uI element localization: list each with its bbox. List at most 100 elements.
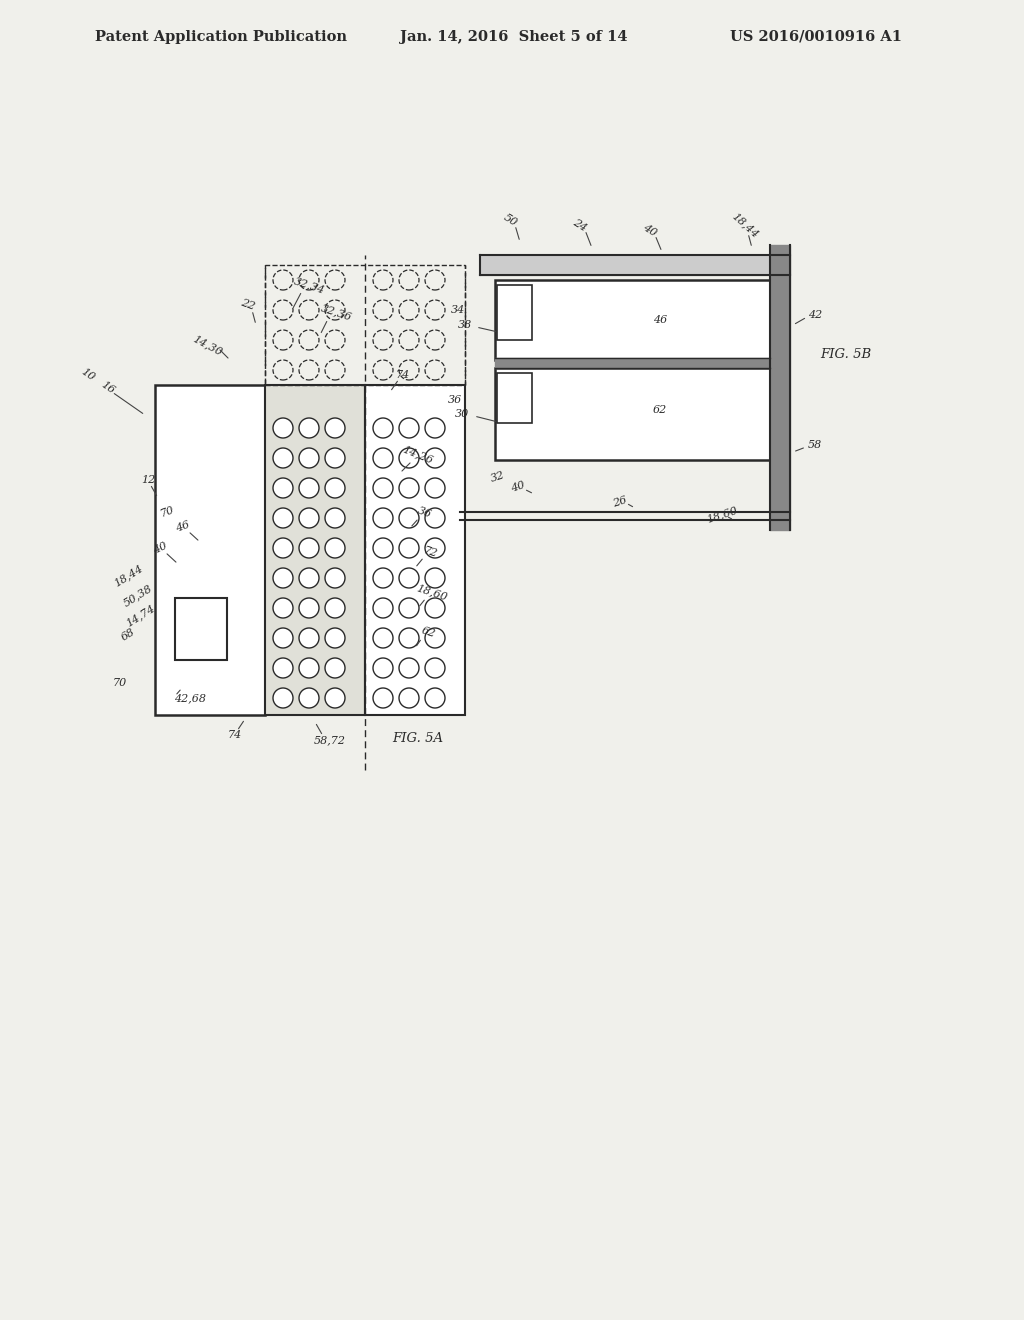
Circle shape — [425, 568, 445, 587]
Text: 58,72: 58,72 — [314, 735, 346, 744]
Circle shape — [299, 598, 319, 618]
Circle shape — [273, 418, 293, 438]
Circle shape — [299, 447, 319, 469]
Text: US 2016/0010916 A1: US 2016/0010916 A1 — [730, 30, 902, 44]
Circle shape — [425, 508, 445, 528]
Text: 50,38: 50,38 — [122, 582, 155, 607]
Circle shape — [373, 447, 393, 469]
Text: Patent Application Publication: Patent Application Publication — [95, 30, 347, 44]
Circle shape — [325, 478, 345, 498]
Text: 22: 22 — [240, 298, 256, 312]
Text: 40: 40 — [641, 222, 658, 238]
Circle shape — [325, 568, 345, 587]
Circle shape — [373, 628, 393, 648]
Text: 40: 40 — [510, 480, 526, 494]
Text: FIG. 5A: FIG. 5A — [392, 731, 443, 744]
Text: 32,34: 32,34 — [293, 276, 327, 294]
Circle shape — [299, 628, 319, 648]
Text: 38: 38 — [458, 319, 472, 330]
Circle shape — [273, 508, 293, 528]
Circle shape — [373, 418, 393, 438]
Text: 58: 58 — [808, 440, 822, 450]
Text: 62: 62 — [653, 405, 667, 414]
Text: 14,74: 14,74 — [124, 602, 157, 628]
Circle shape — [373, 478, 393, 498]
Circle shape — [399, 508, 419, 528]
Circle shape — [399, 447, 419, 469]
Bar — [497, 374, 532, 422]
Circle shape — [399, 539, 419, 558]
Circle shape — [273, 447, 293, 469]
Circle shape — [325, 418, 345, 438]
Text: 10: 10 — [79, 367, 96, 383]
Circle shape — [425, 418, 445, 438]
Circle shape — [325, 508, 345, 528]
Circle shape — [425, 478, 445, 498]
Circle shape — [373, 568, 393, 587]
Circle shape — [373, 688, 393, 708]
Text: 14,30: 14,30 — [191, 333, 224, 356]
Circle shape — [373, 539, 393, 558]
Text: 74: 74 — [228, 730, 242, 741]
Circle shape — [273, 688, 293, 708]
Circle shape — [299, 508, 319, 528]
Text: Jan. 14, 2016  Sheet 5 of 14: Jan. 14, 2016 Sheet 5 of 14 — [400, 30, 628, 44]
Circle shape — [325, 688, 345, 708]
Text: 70: 70 — [159, 504, 175, 519]
Circle shape — [273, 628, 293, 648]
Text: 26: 26 — [611, 495, 629, 510]
Bar — [265, 265, 465, 385]
Circle shape — [325, 598, 345, 618]
Text: 68: 68 — [120, 627, 136, 643]
Text: 12: 12 — [141, 475, 155, 484]
Circle shape — [425, 539, 445, 558]
Bar — [495, 368, 770, 459]
Circle shape — [425, 628, 445, 648]
Circle shape — [373, 598, 393, 618]
Circle shape — [399, 688, 419, 708]
Text: 72: 72 — [422, 545, 438, 558]
Circle shape — [399, 418, 419, 438]
Circle shape — [399, 478, 419, 498]
Text: 46: 46 — [175, 520, 191, 535]
Circle shape — [425, 657, 445, 678]
Text: 24: 24 — [571, 216, 589, 234]
Text: 46: 46 — [653, 315, 667, 325]
Text: 34: 34 — [451, 305, 465, 315]
Circle shape — [425, 447, 445, 469]
Bar — [365, 385, 465, 715]
Bar — [495, 280, 770, 360]
Bar — [175, 598, 227, 660]
Bar — [265, 385, 365, 715]
Circle shape — [425, 688, 445, 708]
Text: 16: 16 — [99, 380, 117, 396]
Text: 32,36: 32,36 — [321, 302, 353, 322]
Circle shape — [299, 657, 319, 678]
Text: 18,44: 18,44 — [112, 562, 144, 587]
Text: 70: 70 — [113, 678, 127, 688]
Circle shape — [299, 478, 319, 498]
Bar — [155, 385, 265, 715]
Circle shape — [399, 568, 419, 587]
Circle shape — [425, 598, 445, 618]
Circle shape — [325, 539, 345, 558]
Text: 18,60: 18,60 — [416, 582, 449, 602]
Text: 40: 40 — [152, 540, 169, 556]
Circle shape — [273, 539, 293, 558]
Circle shape — [299, 568, 319, 587]
Text: 50: 50 — [502, 213, 519, 228]
Text: FIG. 5B: FIG. 5B — [820, 348, 871, 362]
Text: 62: 62 — [420, 626, 436, 639]
Bar — [497, 285, 532, 341]
Circle shape — [325, 657, 345, 678]
Circle shape — [273, 598, 293, 618]
Circle shape — [399, 598, 419, 618]
Text: 36: 36 — [417, 506, 433, 520]
Circle shape — [299, 688, 319, 708]
Circle shape — [373, 508, 393, 528]
Circle shape — [273, 568, 293, 587]
Circle shape — [299, 418, 319, 438]
Text: 18,60: 18,60 — [706, 506, 738, 524]
Text: 36: 36 — [447, 395, 462, 405]
Circle shape — [325, 628, 345, 648]
